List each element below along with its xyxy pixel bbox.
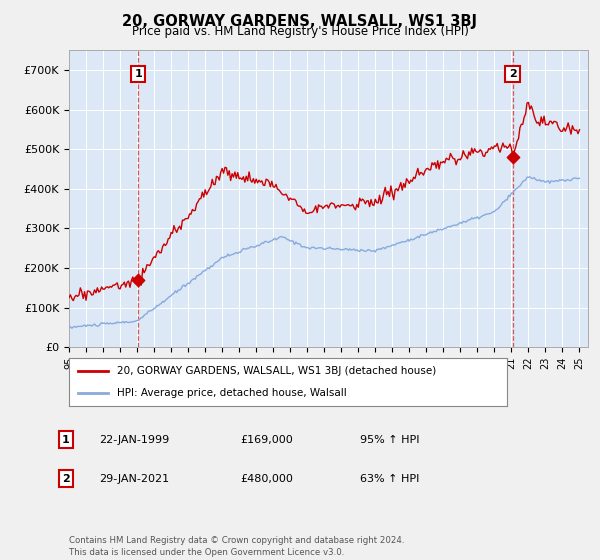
Text: 95% ↑ HPI: 95% ↑ HPI [360, 435, 419, 445]
Point [508, 153, 517, 162]
Text: 20, GORWAY GARDENS, WALSALL, WS1 3BJ: 20, GORWAY GARDENS, WALSALL, WS1 3BJ [122, 14, 478, 29]
Text: Contains HM Land Registry data © Crown copyright and database right 2024.
This d: Contains HM Land Registry data © Crown c… [69, 536, 404, 557]
Text: 2: 2 [62, 474, 70, 484]
Text: £169,000: £169,000 [240, 435, 293, 445]
Text: 1: 1 [134, 69, 142, 79]
Text: HPI: Average price, detached house, Walsall: HPI: Average price, detached house, Wals… [117, 388, 347, 398]
Text: 29-JAN-2021: 29-JAN-2021 [99, 474, 169, 484]
Text: 63% ↑ HPI: 63% ↑ HPI [360, 474, 419, 484]
Text: 2: 2 [509, 69, 517, 79]
Text: 20, GORWAY GARDENS, WALSALL, WS1 3BJ (detached house): 20, GORWAY GARDENS, WALSALL, WS1 3BJ (de… [117, 366, 436, 376]
Point [133, 276, 143, 285]
Text: 22-JAN-1999: 22-JAN-1999 [99, 435, 169, 445]
Text: 1: 1 [62, 435, 70, 445]
Text: £480,000: £480,000 [240, 474, 293, 484]
Text: Price paid vs. HM Land Registry's House Price Index (HPI): Price paid vs. HM Land Registry's House … [131, 25, 469, 38]
